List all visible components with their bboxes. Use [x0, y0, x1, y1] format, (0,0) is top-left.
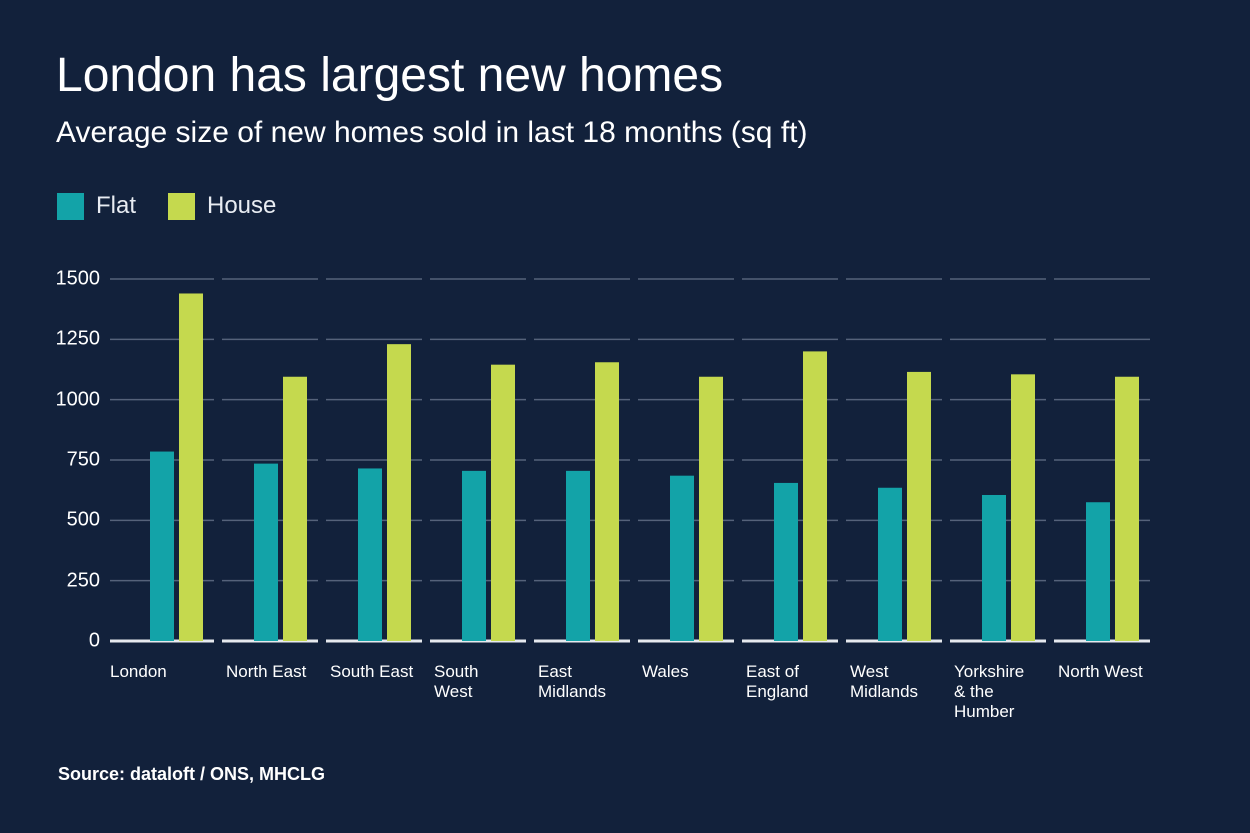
- bar: [878, 487, 902, 641]
- legend-swatch: [57, 192, 84, 220]
- bar: [803, 351, 827, 641]
- bar: [1011, 374, 1035, 641]
- x-tick-label: London: [110, 662, 167, 681]
- bar: [982, 494, 1006, 641]
- y-tick-label: 1250: [55, 327, 101, 350]
- bar: [179, 293, 203, 641]
- bar: [387, 344, 411, 641]
- bar: [1086, 502, 1110, 641]
- x-tick-label: North East: [226, 662, 307, 681]
- bar: [491, 364, 515, 641]
- x-tick-label: South West: [434, 662, 479, 701]
- legend-item: House: [168, 192, 276, 220]
- x-tick-label: Yorkshire & the Humber: [954, 662, 1025, 721]
- bar: [907, 371, 931, 641]
- y-tick-label: 750: [66, 448, 100, 471]
- chart-subtitle: Average size of new homes sold in last 1…: [56, 116, 808, 149]
- bar: [254, 463, 278, 641]
- bar: [1115, 376, 1139, 641]
- chart-title: London has largest new homes: [56, 49, 724, 102]
- bar: [462, 470, 486, 641]
- y-tick-label: 0: [88, 629, 100, 652]
- legend-label: Flat: [96, 192, 137, 219]
- source: Source: dataloft / ONS, MHCLG: [58, 764, 326, 784]
- bar: [699, 376, 723, 641]
- bar: [150, 451, 174, 641]
- bar: [566, 470, 590, 641]
- x-tick-label: Wales: [642, 662, 689, 681]
- bar: [283, 376, 307, 641]
- x-tick-label: East of England: [746, 662, 809, 701]
- x-tick-label: North West: [1058, 662, 1143, 681]
- x-tick-label: South East: [330, 662, 414, 681]
- bar: [670, 475, 694, 641]
- legend-label: House: [207, 192, 277, 219]
- y-tick-label: 1000: [55, 388, 101, 411]
- bar: [595, 362, 619, 641]
- y-tick-label: 1500: [55, 267, 101, 290]
- y-tick-label: 500: [66, 508, 100, 531]
- y-tick-label: 250: [66, 569, 100, 592]
- bar: [358, 468, 382, 641]
- legend-swatch: [168, 192, 195, 220]
- x-tick-label: West Midlands: [850, 662, 919, 701]
- x-tick-label: East Midlands: [538, 662, 607, 701]
- bar: [774, 482, 798, 641]
- legend-item: Flat: [57, 192, 136, 220]
